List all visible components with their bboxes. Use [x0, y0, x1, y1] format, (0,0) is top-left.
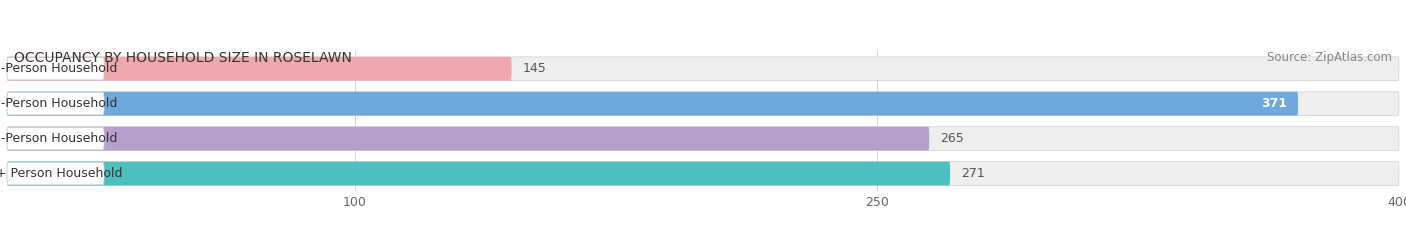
Text: 271: 271 — [962, 167, 986, 180]
FancyBboxPatch shape — [7, 162, 104, 185]
FancyBboxPatch shape — [7, 162, 950, 185]
Text: 265: 265 — [941, 132, 965, 145]
Text: 3-Person Household: 3-Person Household — [0, 132, 118, 145]
FancyBboxPatch shape — [7, 57, 512, 81]
Text: 4+ Person Household: 4+ Person Household — [0, 167, 122, 180]
FancyBboxPatch shape — [7, 162, 1399, 185]
FancyBboxPatch shape — [7, 92, 1298, 116]
FancyBboxPatch shape — [7, 57, 1399, 81]
Text: OCCUPANCY BY HOUSEHOLD SIZE IN ROSELAWN: OCCUPANCY BY HOUSEHOLD SIZE IN ROSELAWN — [14, 51, 352, 65]
Text: Source: ZipAtlas.com: Source: ZipAtlas.com — [1267, 51, 1392, 64]
FancyBboxPatch shape — [7, 58, 104, 80]
FancyBboxPatch shape — [7, 127, 104, 150]
FancyBboxPatch shape — [7, 93, 104, 115]
Text: 145: 145 — [523, 62, 547, 75]
Text: 2-Person Household: 2-Person Household — [0, 97, 118, 110]
FancyBboxPatch shape — [7, 127, 929, 151]
Text: 371: 371 — [1261, 97, 1288, 110]
FancyBboxPatch shape — [7, 92, 1399, 116]
FancyBboxPatch shape — [7, 127, 1399, 151]
Text: 1-Person Household: 1-Person Household — [0, 62, 118, 75]
